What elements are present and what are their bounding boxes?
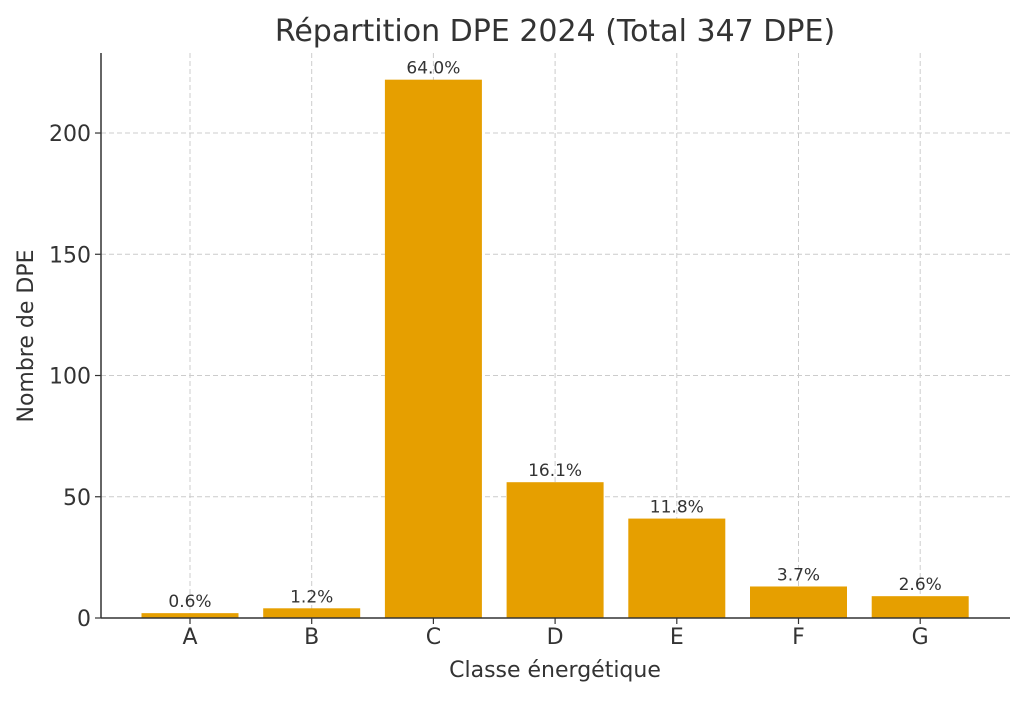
data-label: 0.6% [168, 592, 211, 612]
y-tick-label: 200 [49, 122, 91, 147]
x-tick-label: E [670, 625, 684, 650]
y-axis-label: Nombre de DPE [14, 249, 39, 422]
bar-C [384, 79, 482, 618]
data-label: 11.8% [650, 498, 704, 518]
bar-B [263, 608, 361, 618]
x-tick-label: D [547, 625, 564, 650]
chart-title: Répartition DPE 2024 (Total 347 DPE) [275, 14, 835, 49]
data-label: 16.1% [528, 461, 582, 481]
y-tick-label: 100 [49, 365, 91, 390]
bar-D [506, 482, 604, 618]
x-tick-label: B [304, 625, 319, 650]
bar-A [141, 613, 239, 618]
x-tick-label: C [426, 625, 441, 650]
data-label: 64.0% [406, 59, 460, 79]
bar-E [628, 518, 726, 618]
data-label: 3.7% [777, 565, 820, 585]
data-label: 2.6% [899, 575, 942, 595]
data-label: 1.2% [290, 587, 333, 607]
bar-G [871, 596, 969, 618]
axes: 0 50 100 150 200 A B C D E F G [49, 53, 1010, 650]
y-tick-label: 50 [63, 486, 91, 511]
x-tick-label: A [182, 625, 197, 650]
bar-F [750, 586, 847, 618]
bars: 0.6% 1.2% 64.0% 16.1% 11.8% 3.7% 2.6% [141, 59, 969, 618]
y-tick-label: 150 [49, 243, 91, 268]
y-tick-label: 0 [77, 607, 91, 632]
x-axis-label: Classe énergétique [449, 658, 661, 683]
x-tick-label: G [912, 625, 929, 650]
x-tick-label: F [792, 625, 805, 650]
